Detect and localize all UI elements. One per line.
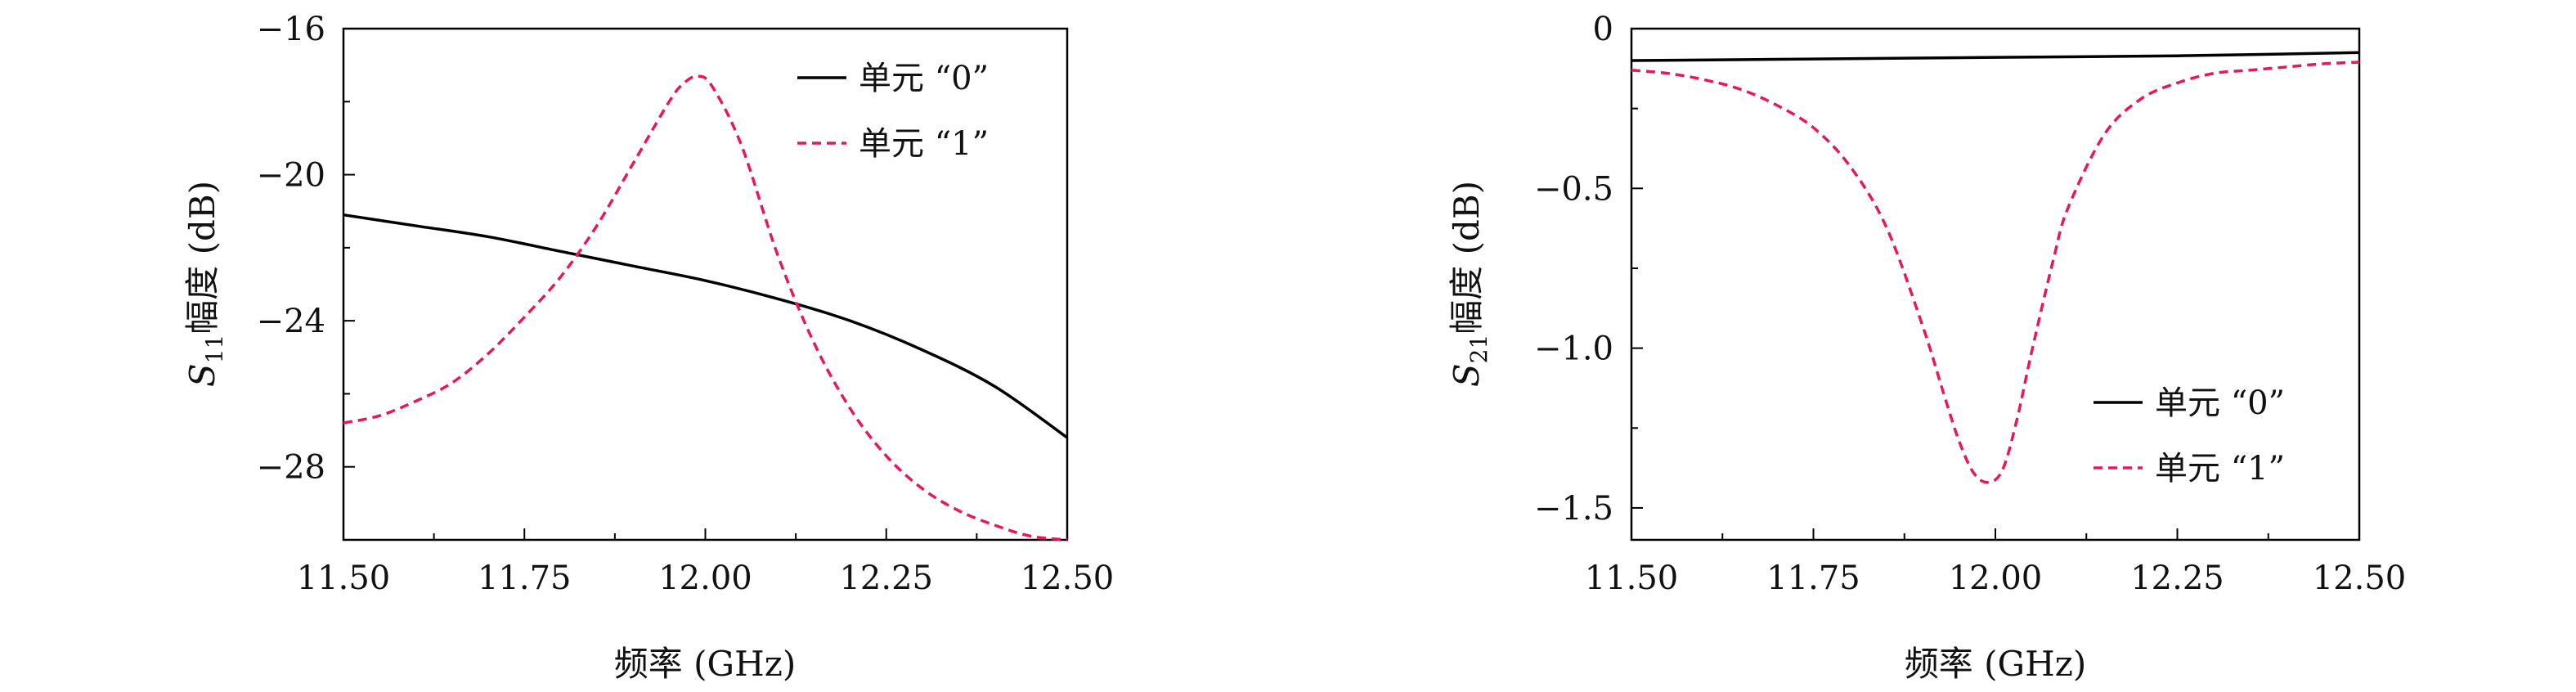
chart-2-xlabel: 频率 (GHz) — [1905, 644, 2086, 684]
chart-1-ytick-label-2: −24 — [257, 303, 325, 340]
chart-2-series-line-1 — [1631, 61, 2360, 484]
chart-1-ticks — [343, 28, 1068, 540]
chart-2-series-line-0 — [1631, 51, 2360, 62]
chart-1-ytick-label-3: −28 — [257, 449, 325, 487]
chart-1-tick-labels: 11.50 11.75 12.00 12.25 12.50 −16 −20 −24 −28 — [257, 11, 1115, 597]
chart-1-ylabel-subscript: 11 — [201, 335, 228, 364]
chart-1-ylabel: S11幅度 (dB) — [182, 181, 228, 387]
chart-2-xtick-label-3: 12.25 — [2130, 559, 2224, 597]
chart-1-xtick-label-0: 11.50 — [297, 559, 391, 597]
chart-1-series — [343, 74, 1069, 541]
chart-2-xtick-label-2: 12.00 — [1949, 559, 2043, 597]
chart-1-xtick-label-3: 12.25 — [839, 559, 933, 597]
chart-2-tick-labels: 11.50 11.75 12.00 12.25 12.50 0 −0.5 −1.0 −1.5 — [1534, 11, 2406, 597]
chart-1-legend: 单元 “0” 单元 “1” — [797, 60, 989, 163]
chart-2-ytick-label-2: −1.0 — [1534, 330, 1613, 368]
chart-1-series-line-0 — [343, 213, 1069, 439]
chart-2-ylabel-symbol: S — [1447, 363, 1487, 387]
chart-2-xtick-label-4: 12.50 — [2313, 559, 2407, 597]
chart-1-legend-label-1: 单元 “1” — [859, 125, 989, 163]
chart-1-frame — [342, 27, 1069, 541]
chart-2-legend-label-0: 单元 “0” — [2155, 384, 2285, 422]
chart-1-legend-label-0: 单元 “0” — [859, 60, 989, 97]
chart-s11: 11.50 11.75 12.00 12.25 12.50 −16 −20 −24 −28 单元… — [182, 11, 1114, 684]
chart-1-ytick-label-0: −16 — [257, 11, 325, 48]
chart-1-xlabel: 频率 (GHz) — [614, 644, 796, 684]
chart-2-ylabel-rest: 幅度 (dB) — [1447, 181, 1487, 335]
chart-2-ylabel-subscript: 21 — [1465, 335, 1492, 364]
chart-1-xtick-label-1: 11.75 — [478, 559, 572, 597]
chart-2-xtick-label-1: 11.75 — [1766, 559, 1860, 597]
chart-2-ytick-label-0: 0 — [1593, 11, 1613, 48]
chart-2-series — [1631, 51, 2360, 484]
chart-1-ytick-label-1: −20 — [257, 157, 325, 195]
chart-2-ytick-label-1: −0.5 — [1534, 170, 1613, 208]
chart-1-xtick-label-2: 12.00 — [658, 559, 752, 597]
chart-2-legend-label-1: 单元 “1” — [2155, 450, 2285, 488]
chart-2-ylabel: S21幅度 (dB) — [1447, 181, 1492, 387]
chart-2-ticks — [1631, 28, 2360, 540]
chart-s21: 11.50 11.75 12.00 12.25 12.50 0 −0.5 −1.0 −1.5 单… — [1447, 11, 2406, 684]
chart-2-legend: 单元 “0” 单元 “1” — [2094, 384, 2285, 488]
chart-1-series-line-1 — [343, 74, 1068, 541]
chart-1-xtick-label-4: 12.50 — [1021, 559, 1115, 597]
chart-2-xtick-label-0: 11.50 — [1585, 559, 1679, 597]
chart-1-ylabel-rest: 幅度 (dB) — [182, 181, 222, 335]
chart-2-ytick-label-3: −1.5 — [1534, 490, 1613, 528]
chart-1-ylabel-symbol: S — [182, 363, 222, 387]
